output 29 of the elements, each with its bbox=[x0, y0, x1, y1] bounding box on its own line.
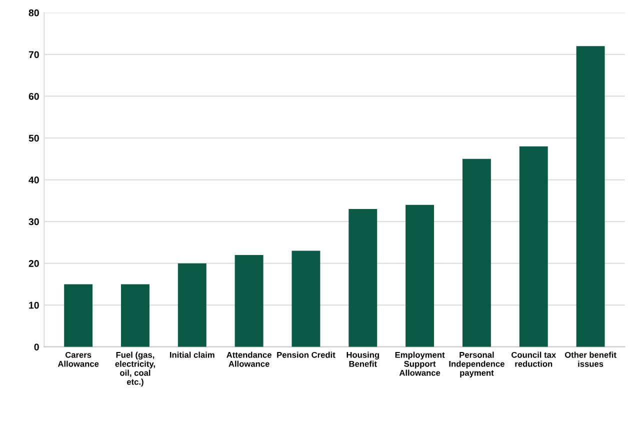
x-tick-label: Initial claim bbox=[170, 352, 214, 358]
bar bbox=[234, 254, 264, 347]
y-tick-label: 80 bbox=[28, 9, 39, 16]
x-tick-label: Employment Support Allowance bbox=[395, 352, 445, 376]
x-tick-label: Housing Benefit bbox=[346, 352, 379, 367]
x-tick-label: Carers Allowance bbox=[58, 352, 99, 367]
x-tick-label: Other benefit issues bbox=[564, 352, 616, 367]
bar bbox=[348, 209, 378, 347]
bar bbox=[519, 146, 548, 347]
y-tick-label: 10 bbox=[29, 302, 39, 309]
bar bbox=[292, 250, 320, 347]
x-tick-label: Pension Credit bbox=[277, 352, 336, 358]
x-tick-label: Fuel (gas, electricity, oil, coal etc.) bbox=[115, 352, 155, 386]
y-tick-label: 30 bbox=[28, 218, 39, 226]
y-tick-label: 60 bbox=[28, 92, 39, 100]
bar bbox=[64, 284, 93, 347]
bar bbox=[406, 204, 434, 347]
y-tick-label: 0 bbox=[34, 344, 39, 350]
y-tick-label: 20 bbox=[28, 260, 39, 267]
y-tick-label: 50 bbox=[28, 134, 39, 142]
bar bbox=[462, 158, 491, 347]
y-tick-label: 70 bbox=[28, 51, 39, 58]
bar bbox=[576, 46, 605, 347]
bar bbox=[178, 263, 206, 347]
x-tick-label: Council tax reduction bbox=[512, 352, 556, 367]
y-tick-label: 40 bbox=[28, 176, 39, 184]
bar bbox=[121, 284, 150, 347]
x-tick-label: Personal Independence payment bbox=[449, 352, 504, 378]
x-tick-label: Attendance Allowance bbox=[226, 352, 272, 367]
